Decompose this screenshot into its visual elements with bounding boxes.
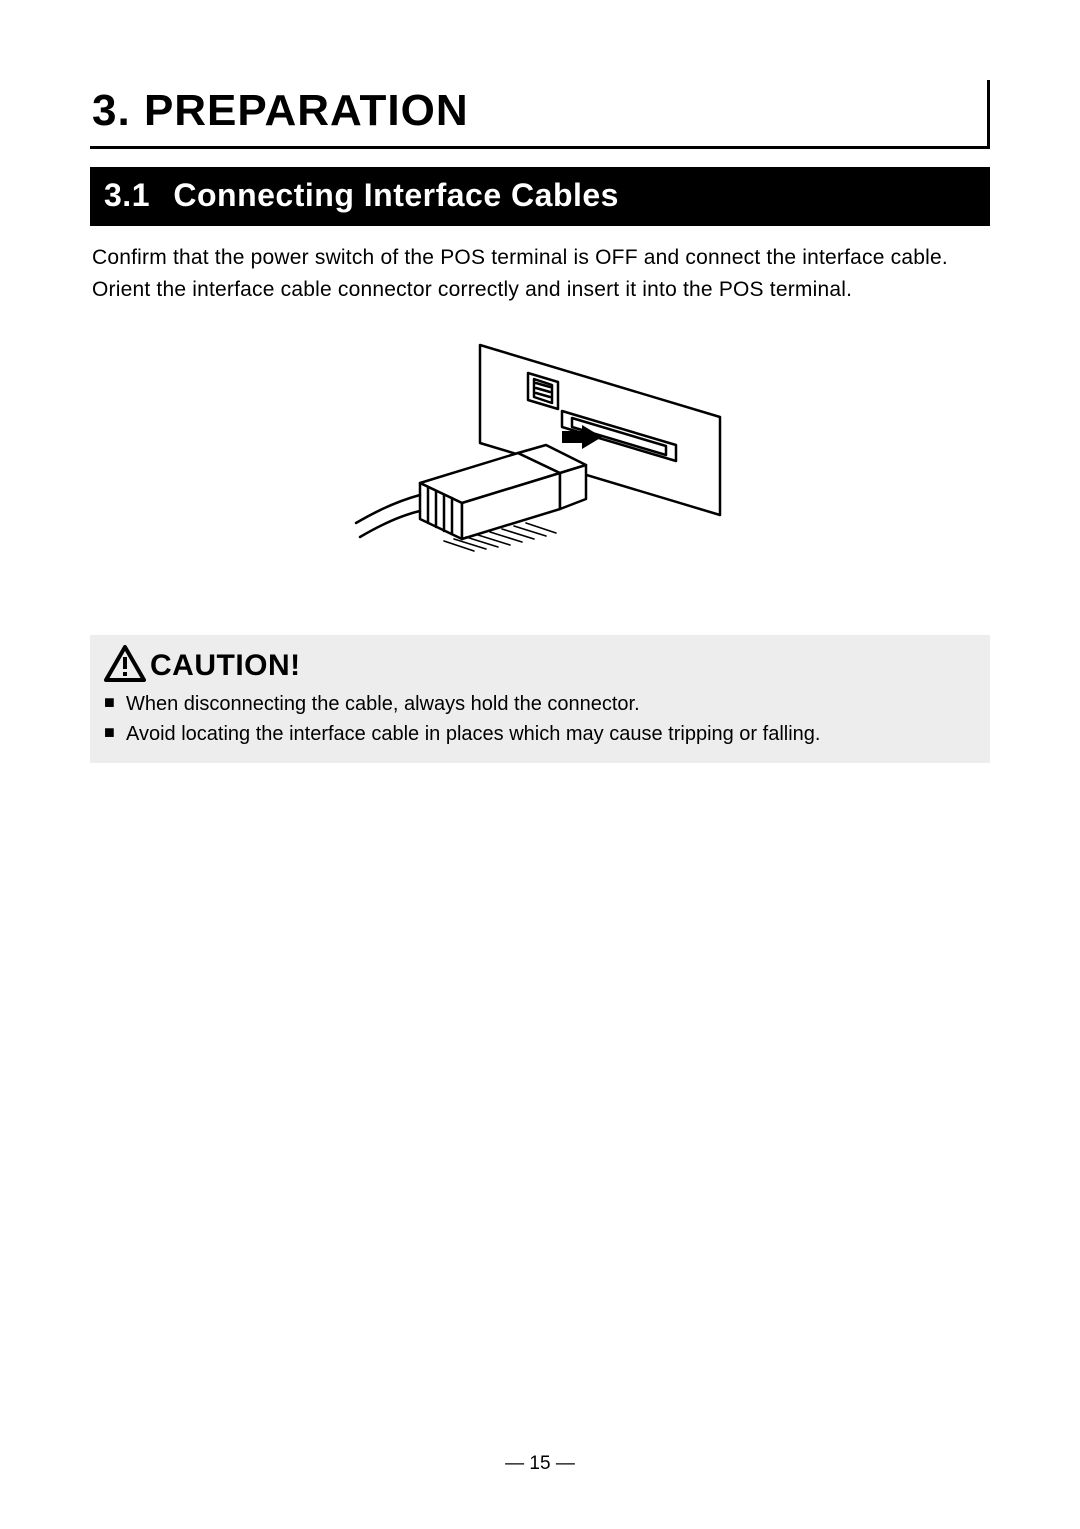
caution-item: Avoid locating the interface cable in pl… (104, 719, 976, 749)
caution-header: CAUTION! (104, 645, 976, 683)
caution-box: CAUTION! When disconnecting the cable, a… (90, 635, 990, 763)
caution-label: CAUTION! (150, 649, 301, 683)
section-title: Connecting Interface Cables (173, 177, 619, 213)
chapter-title: 3. PREPARATION (90, 80, 990, 149)
diagram-container (90, 335, 990, 575)
section-number: 3.1 (104, 177, 150, 213)
manual-page: 3. PREPARATION 3.1 Connecting Interface … (0, 0, 1080, 1529)
cable-connection-diagram (350, 335, 730, 575)
chapter-name: PREPARATION (144, 86, 469, 135)
warning-triangle-icon (104, 645, 146, 683)
section-body-text: Confirm that the power switch of the POS… (90, 242, 990, 305)
section-heading-bar: 3.1 Connecting Interface Cables (90, 167, 990, 226)
page-number: — 15 — (0, 1453, 1080, 1475)
caution-item: When disconnecting the cable, always hol… (104, 689, 976, 719)
chapter-number: 3. (92, 86, 131, 135)
